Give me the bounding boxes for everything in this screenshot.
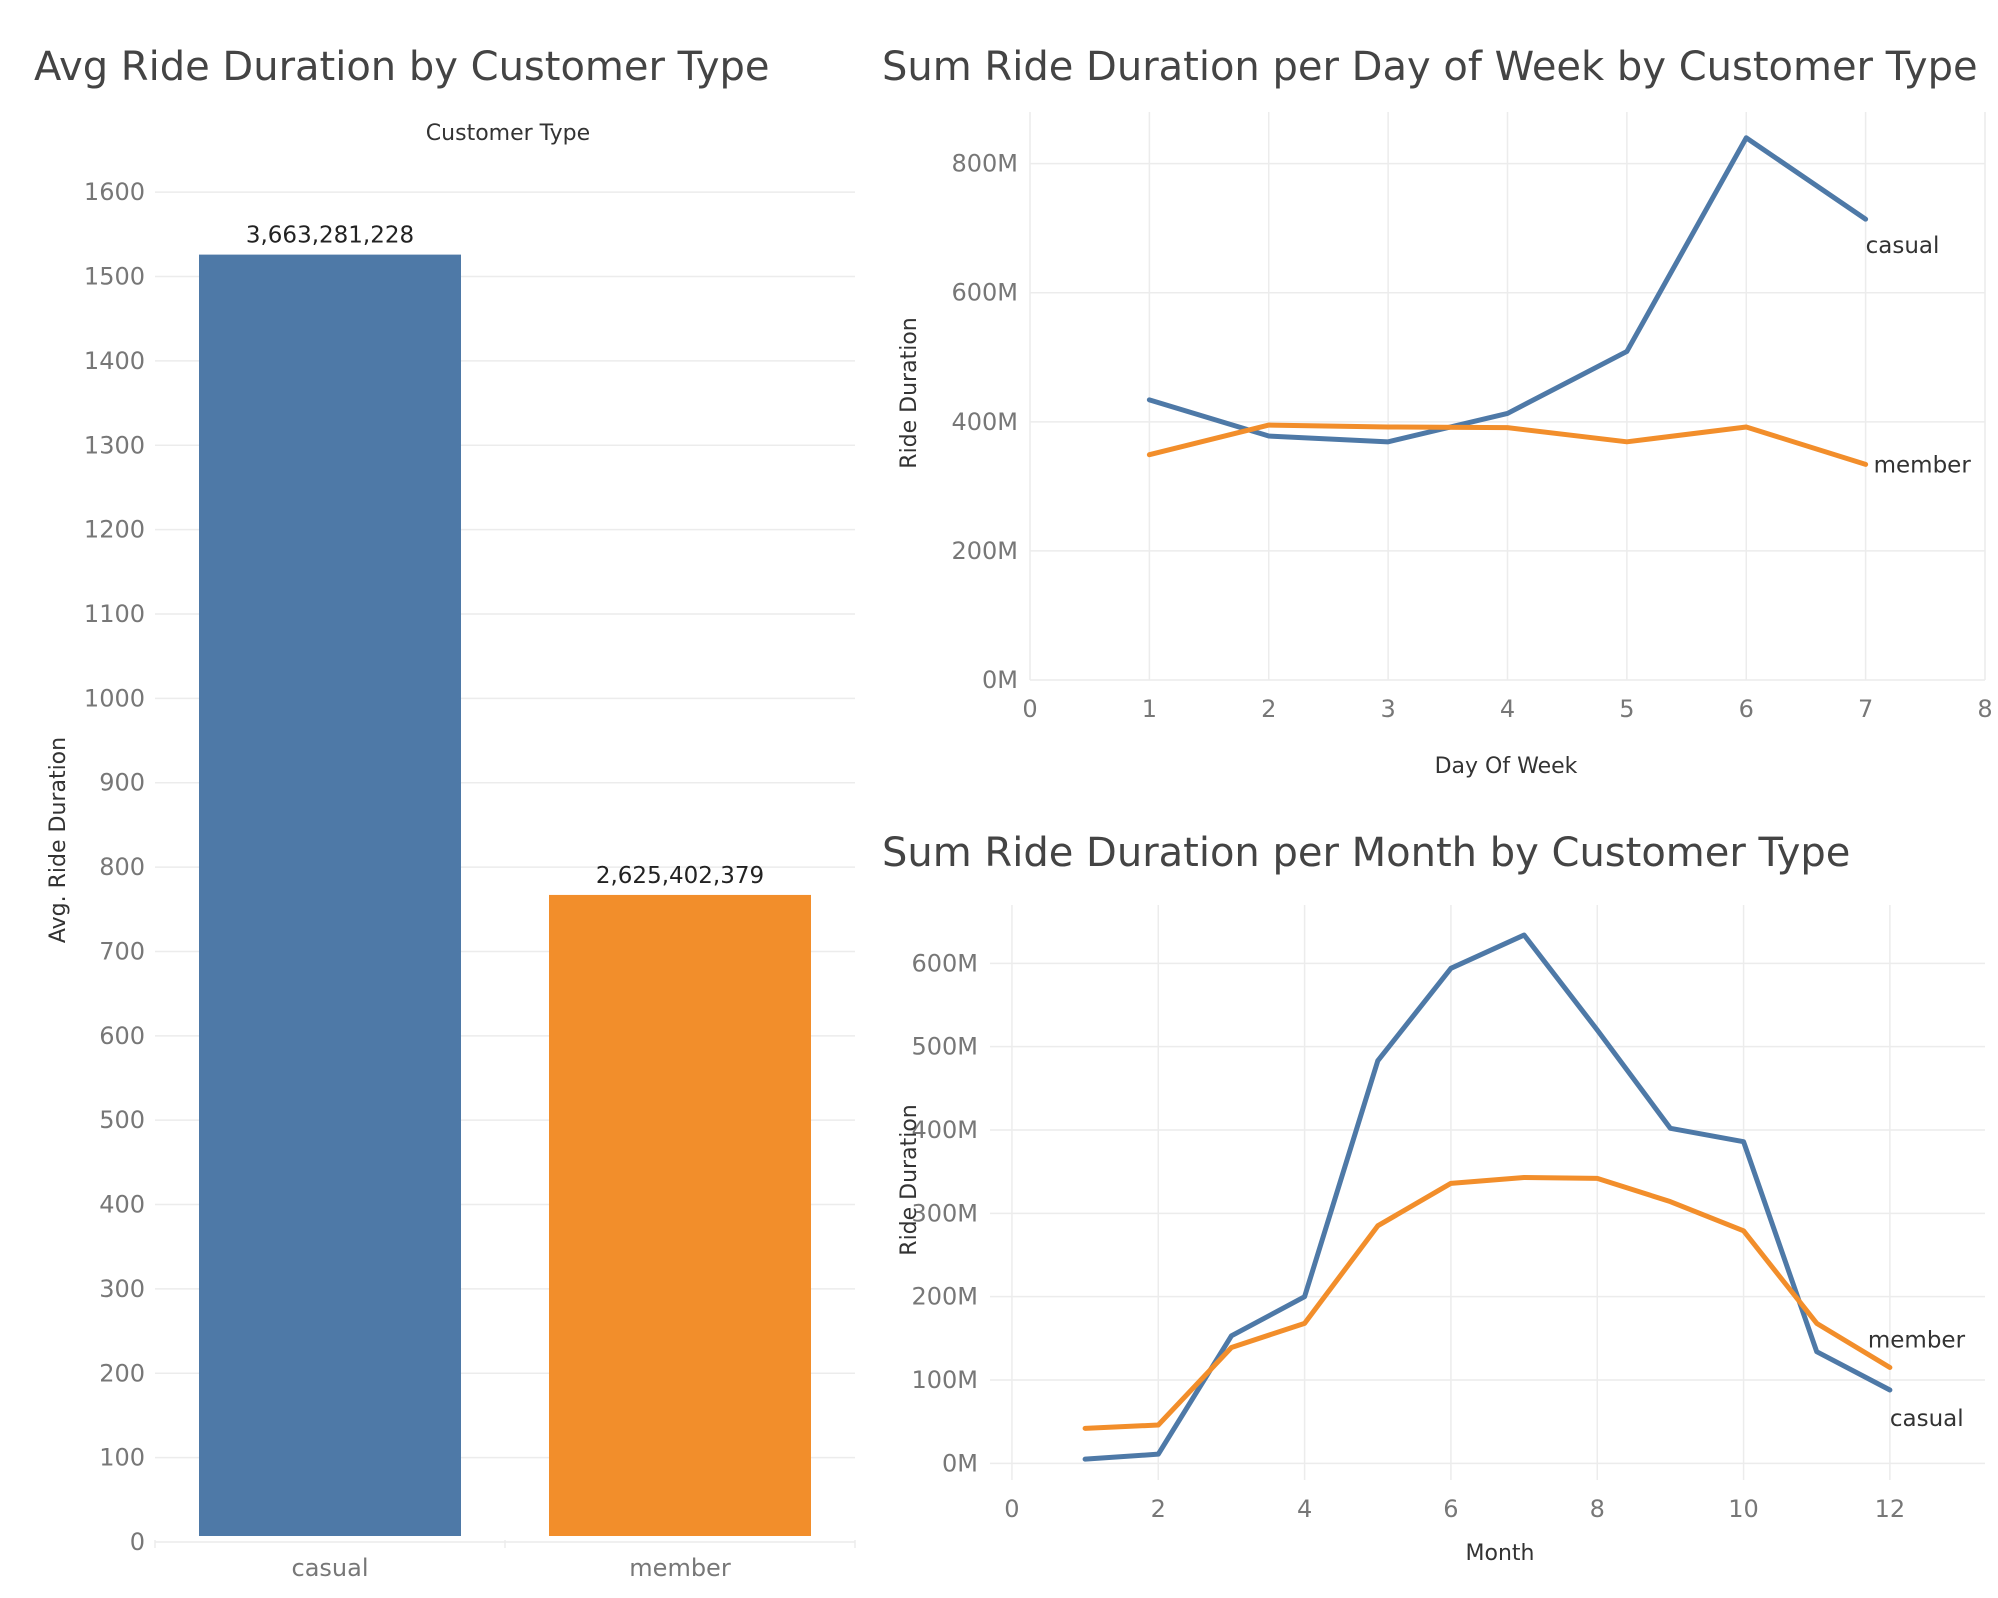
dow-chart-x-tick-label: 5	[1619, 695, 1634, 723]
bar-member	[549, 894, 811, 1536]
bar-chart-x-tick-label: member	[629, 1554, 731, 1582]
dow-chart-x-axis-title: Day Of Week	[1435, 754, 1578, 779]
dow-chart-series	[1146, 135, 1869, 467]
month-chart-y-ticks: 0M 100M 200M 300M 400M 500M 600M	[911, 949, 978, 1477]
dow-series-label-member: member	[1874, 452, 1972, 478]
dow-chart-x-tick-label: 2	[1261, 695, 1276, 723]
month-chart-x-tick-label: 0	[1004, 1495, 1019, 1523]
dow-chart-x-tick-label: 1	[1142, 695, 1157, 723]
dow-chart-y-ticks: 0M 200M 400M 600M 800M	[951, 150, 1018, 694]
bar-chart-column-header: Customer Type	[426, 121, 590, 146]
month-chart-y-tick-label: 400M	[911, 1116, 978, 1144]
dow-chart-x-tick-label: 7	[1858, 695, 1873, 723]
bar-chart-y-tick-label: 1200	[84, 516, 145, 544]
month-chart-series-labels: casual member	[1868, 1328, 1966, 1433]
month-chart-y-tick-label: 300M	[911, 1199, 978, 1227]
dow-chart-x-tick-label: 6	[1739, 695, 1754, 723]
dow-chart-x-ticks: 0 1 2 3 4 5 6 7 8	[1022, 695, 1992, 723]
bar-chart-bars	[199, 254, 811, 1536]
bar-data-label-casual: 3,663,281,228	[246, 223, 414, 249]
dow-chart-x-tick-label: 8	[1977, 695, 1992, 723]
bar-chart-y-tick-label: 500	[99, 1106, 145, 1134]
dow-series-line-casual	[1146, 135, 1869, 445]
month-chart-x-tick-label: 2	[1151, 1495, 1166, 1523]
bar-chart-x-ticks: casual member	[292, 1554, 731, 1582]
bar-chart-y-tick-label: 0	[130, 1528, 145, 1556]
bar-chart-y-tick-label: 1100	[84, 600, 145, 628]
month-series-label-casual: casual	[1890, 1406, 1964, 1432]
bar-chart-y-tick-label: 1300	[84, 431, 145, 459]
bar-casual	[199, 254, 461, 1536]
month-chart-x-ticks: 0 2 4 6 8 10 12	[1004, 1495, 1905, 1523]
bar-chart-y-tick-label: 300	[99, 1275, 145, 1303]
month-series-label-member: member	[1868, 1328, 1966, 1354]
dow-chart-y-tick-label: 200M	[951, 537, 1018, 565]
bar-chart-y-tick-label: 700	[99, 937, 145, 965]
month-chart-y-axis-title: Ride Duration	[897, 1104, 922, 1255]
month-chart-x-tick-label: 8	[1590, 1495, 1605, 1523]
dow-chart-y-tick-label: 600M	[951, 279, 1018, 307]
bar-chart-y-tick-label: 800	[99, 853, 145, 881]
month-chart-grid	[990, 905, 1985, 1480]
month-chart-x-tick-label: 10	[1728, 1495, 1759, 1523]
bar-chart-y-tick-label: 900	[99, 769, 145, 797]
month-chart-y-tick-label: 200M	[911, 1283, 978, 1311]
bar-chart-y-tick-label: 100	[99, 1444, 145, 1472]
dow-chart-series-labels: casual member	[1866, 233, 1972, 478]
month-chart-y-tick-label: 600M	[911, 949, 978, 977]
bar-chart-data-labels: 3,663,281,228 2,625,402,379	[246, 223, 764, 889]
month-chart-title: Sum Ride Duration per Month by Customer …	[882, 830, 1851, 876]
bar-chart-y-tick-label: 200	[99, 1359, 145, 1387]
dow-chart-y-tick-label: 400M	[951, 408, 1018, 436]
month-series-line-member	[1082, 1175, 1893, 1431]
bar-chart-y-tick-label: 1500	[84, 263, 145, 291]
bar-chart-y-tick-label: 1400	[84, 347, 145, 375]
dow-chart-x-tick-label: 0	[1022, 695, 1037, 723]
month-series-line-casual	[1082, 932, 1893, 1462]
dow-chart-grid	[1029, 112, 1986, 681]
bar-chart-y-ticks: 0 100 200 300 400 500 600 700 800 900 1000 1100 1200…	[84, 178, 145, 1556]
bar-data-label-member: 2,625,402,379	[596, 863, 764, 889]
month-chart-x-tick-label: 12	[1875, 1495, 1906, 1523]
month-chart-y-tick-label: 500M	[911, 1033, 978, 1061]
bar-chart-y-tick-label: 600	[99, 1022, 145, 1050]
month-chart-x-tick-label: 4	[1297, 1495, 1312, 1523]
bar-chart-y-axis-title: Avg. Ride Duration	[46, 737, 71, 943]
dow-series-label-casual: casual	[1866, 233, 1940, 259]
dow-chart-title: Sum Ride Duration per Day of Week by Cus…	[882, 44, 1978, 90]
dow-series-line-member	[1146, 422, 1869, 467]
month-chart-series	[1082, 932, 1893, 1462]
dow-chart-x-tick-label: 3	[1380, 695, 1395, 723]
bar-chart-title: Avg Ride Duration by Customer Type	[34, 44, 770, 90]
dow-chart-y-axis-title: Ride Duration	[897, 317, 922, 468]
dow-chart-y-tick-label: 0M	[982, 666, 1018, 694]
bar-chart-y-tick-label: 400	[99, 1191, 145, 1219]
bar-chart-x-tick-label: casual	[292, 1554, 369, 1582]
month-chart-y-tick-label: 0M	[942, 1449, 978, 1477]
month-chart-x-tick-label: 6	[1443, 1495, 1458, 1523]
bar-chart-y-tick-label: 1000	[84, 684, 145, 712]
dow-chart-y-tick-label: 800M	[951, 150, 1018, 178]
dow-chart-x-tick-label: 4	[1500, 695, 1515, 723]
month-chart-x-axis-title: Month	[1466, 1541, 1535, 1566]
month-chart-y-tick-label: 100M	[911, 1366, 978, 1394]
bar-chart-y-tick-label: 1600	[84, 178, 145, 206]
